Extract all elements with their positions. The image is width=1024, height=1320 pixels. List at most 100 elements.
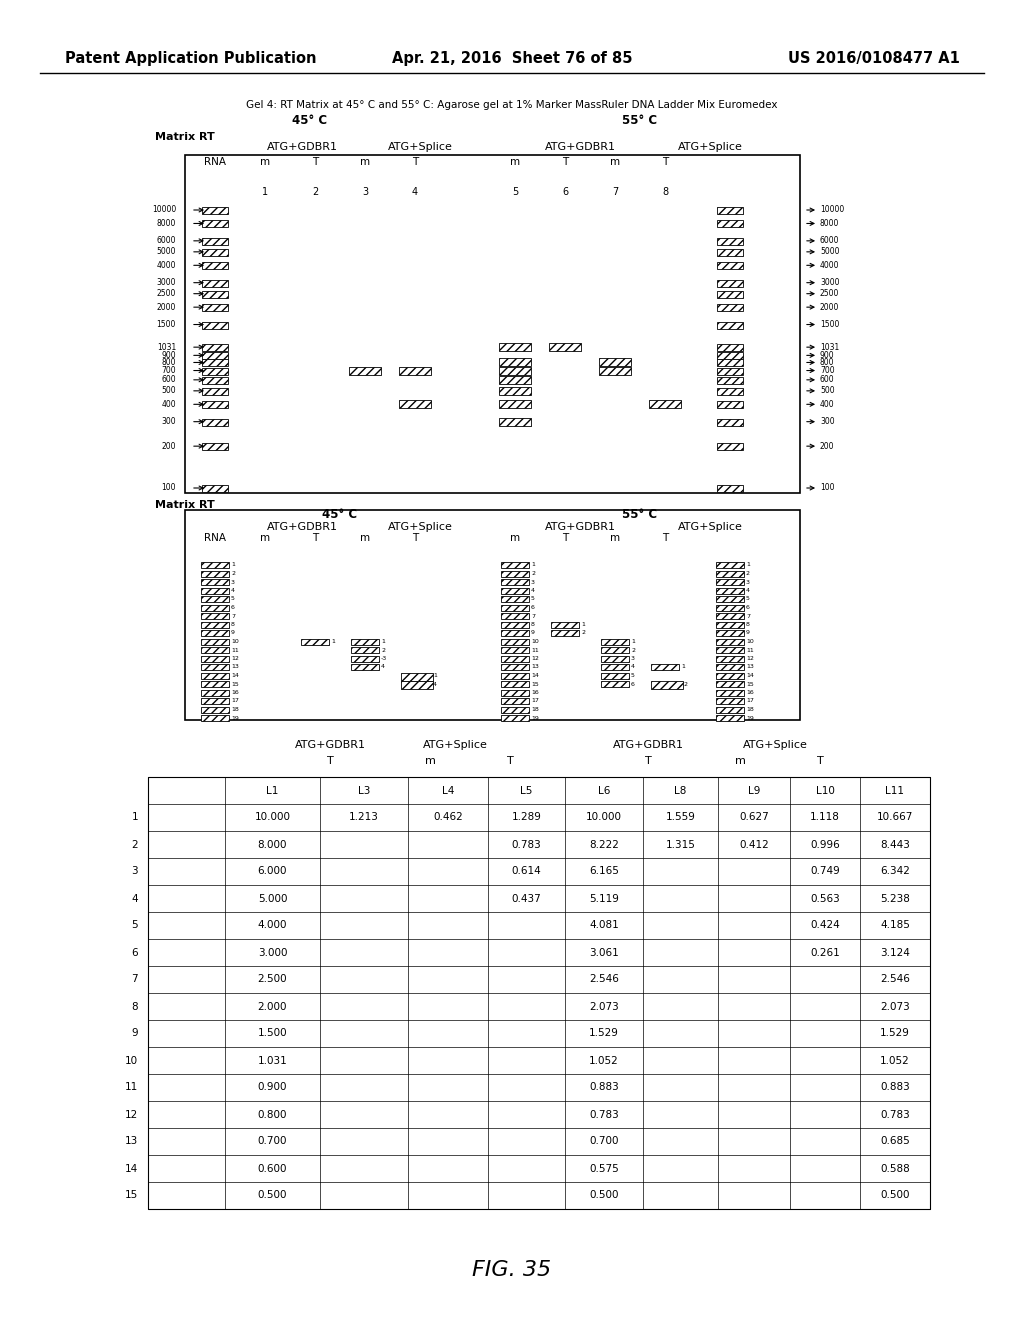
Text: 14: 14	[125, 1163, 138, 1173]
Text: 5000: 5000	[157, 247, 176, 256]
Text: 7: 7	[231, 614, 234, 619]
Text: 8: 8	[231, 622, 234, 627]
Text: m: m	[360, 157, 370, 168]
Text: 600: 600	[162, 375, 176, 384]
Text: 15: 15	[231, 681, 239, 686]
Text: 9: 9	[131, 1028, 138, 1039]
Text: 8: 8	[131, 1002, 138, 1011]
Bar	[201, 562, 229, 568]
Bar	[501, 715, 529, 721]
Text: L4: L4	[441, 785, 455, 796]
Bar	[716, 570, 744, 577]
Text: L3: L3	[357, 785, 371, 796]
Text: 700: 700	[162, 366, 176, 375]
Text: 0.424: 0.424	[810, 920, 840, 931]
Bar	[501, 689, 529, 696]
Text: 5.238: 5.238	[880, 894, 910, 903]
Bar	[716, 706, 744, 713]
Bar	[201, 715, 229, 721]
Text: m: m	[610, 533, 621, 543]
Text: ATG+GDBR1: ATG+GDBR1	[545, 521, 615, 532]
Text: 7: 7	[131, 974, 138, 985]
Text: 0.563: 0.563	[810, 894, 840, 903]
Bar	[716, 681, 744, 686]
Bar	[202, 280, 228, 286]
Bar	[601, 647, 629, 653]
Bar	[351, 664, 379, 671]
Text: 0.575: 0.575	[589, 1163, 618, 1173]
Text: 1: 1	[746, 562, 750, 568]
Bar	[717, 220, 743, 227]
Text: Gel 4: RT Matrix at 45° C and 55° C: Agarose gel at 1% Marker MassRuler DNA Ladd: Gel 4: RT Matrix at 45° C and 55° C: Aga…	[246, 100, 778, 110]
Text: 5.119: 5.119	[589, 894, 618, 903]
Bar	[499, 367, 531, 375]
Text: 0.800: 0.800	[258, 1110, 288, 1119]
Bar	[346, 543, 384, 556]
Text: T: T	[562, 533, 568, 543]
Bar	[501, 706, 529, 713]
Bar	[716, 579, 744, 585]
Bar	[202, 359, 228, 367]
Bar	[717, 345, 743, 351]
Bar	[499, 387, 531, 395]
Text: 15: 15	[746, 681, 754, 686]
Text: 55° C: 55° C	[623, 508, 657, 521]
Bar	[201, 672, 229, 678]
Text: 10000: 10000	[820, 206, 844, 214]
Bar	[646, 168, 684, 183]
Bar	[501, 622, 529, 627]
Text: 18: 18	[746, 708, 754, 711]
Text: 0.614: 0.614	[512, 866, 542, 876]
Text: 5: 5	[231, 597, 234, 602]
Text: m: m	[260, 157, 270, 168]
Text: 1.315: 1.315	[666, 840, 695, 850]
Text: 8: 8	[531, 622, 535, 627]
Text: 100: 100	[820, 483, 835, 492]
Bar	[717, 238, 743, 244]
Text: 7: 7	[612, 187, 618, 197]
Text: 18: 18	[231, 708, 239, 711]
Bar	[501, 664, 529, 671]
Text: 9: 9	[531, 631, 535, 635]
Bar	[202, 207, 228, 214]
Text: 13: 13	[231, 664, 239, 669]
Text: T: T	[645, 756, 651, 766]
Bar	[717, 401, 743, 408]
Text: 8.443: 8.443	[880, 840, 910, 850]
Text: 400: 400	[820, 400, 835, 409]
Text: 17: 17	[231, 698, 239, 704]
Text: 0.588: 0.588	[880, 1163, 910, 1173]
Bar	[185, 154, 800, 492]
Text: 1: 1	[131, 813, 138, 822]
Text: 10: 10	[125, 1056, 138, 1065]
Text: 4: 4	[412, 187, 418, 197]
Text: 300: 300	[820, 417, 835, 426]
Bar	[246, 168, 284, 183]
Text: 3: 3	[131, 866, 138, 876]
Bar	[599, 367, 631, 375]
Text: m: m	[360, 533, 370, 543]
Bar	[601, 656, 629, 661]
Bar	[717, 484, 743, 492]
Text: 1031: 1031	[157, 343, 176, 351]
Text: 0.900: 0.900	[258, 1082, 288, 1093]
Text: ATG+GDBR1: ATG+GDBR1	[612, 741, 683, 750]
Bar	[202, 444, 228, 450]
Bar	[201, 647, 229, 653]
Text: 14: 14	[231, 673, 239, 678]
Text: ATG+Splice: ATG+Splice	[678, 143, 742, 152]
Text: 400: 400	[162, 400, 176, 409]
Text: Matrix RT: Matrix RT	[155, 500, 215, 510]
Bar	[717, 418, 743, 425]
Text: 5: 5	[531, 597, 535, 602]
Text: 10.667: 10.667	[877, 813, 913, 822]
Text: 2.073: 2.073	[880, 1002, 910, 1011]
Bar	[201, 587, 229, 594]
Bar	[202, 238, 228, 244]
Text: 0.500: 0.500	[258, 1191, 288, 1200]
Text: 11: 11	[125, 1082, 138, 1093]
Text: 1500: 1500	[157, 319, 176, 329]
Bar	[501, 605, 529, 610]
Text: 13: 13	[746, 664, 754, 669]
Text: 200: 200	[820, 442, 835, 450]
